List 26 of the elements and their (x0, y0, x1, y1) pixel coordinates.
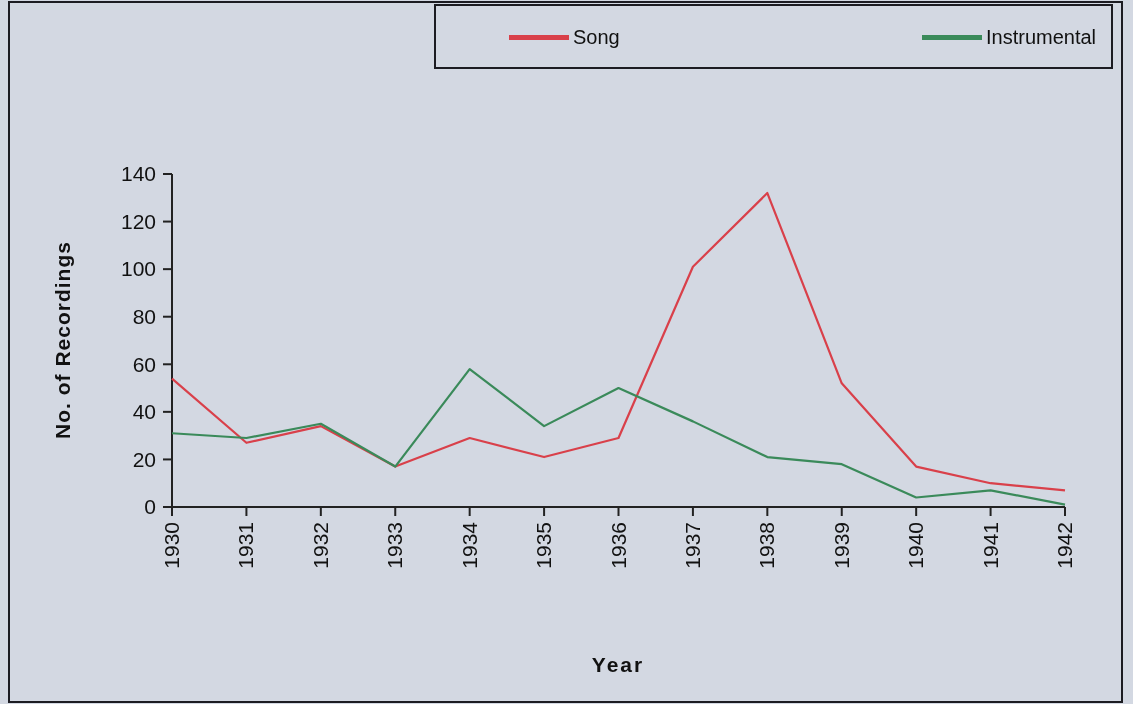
x-tick-label: 1939 (829, 522, 853, 569)
y-tick-label: 100 (120, 257, 156, 281)
legend-label: Instrumental (986, 26, 1097, 48)
y-tick-label: 80 (132, 305, 156, 329)
y-tick-label: 20 (132, 447, 156, 471)
y-tick-label: 60 (132, 352, 156, 376)
x-tick-label: 1942 (1053, 522, 1076, 569)
x-tick-label: 1933 (383, 522, 407, 569)
x-tick-label: 1937 (680, 522, 704, 569)
x-tick-label: 1930 (160, 522, 183, 569)
y-tick-label: 140 (120, 162, 156, 186)
x-tick-label: 1940 (904, 522, 928, 569)
y-tick-label: 40 (132, 400, 156, 424)
y-tick-label: 0 (144, 495, 156, 519)
y-tick-label: 120 (120, 209, 156, 233)
x-tick-label: 1931 (234, 522, 258, 569)
legend-label: Song (573, 26, 620, 48)
x-tick-label: 1941 (978, 522, 1002, 569)
x-tick-label: 1932 (308, 522, 332, 569)
x-axis-title: Year (591, 653, 645, 676)
line-series (170, 191, 1067, 492)
x-tick-label: 1938 (755, 522, 779, 569)
x-tick-label: 1936 (606, 522, 630, 569)
x-tick-label: 1934 (457, 521, 481, 569)
y-axis-title: No. of Recordings (51, 241, 74, 439)
x-tick-label: 1935 (532, 522, 556, 569)
